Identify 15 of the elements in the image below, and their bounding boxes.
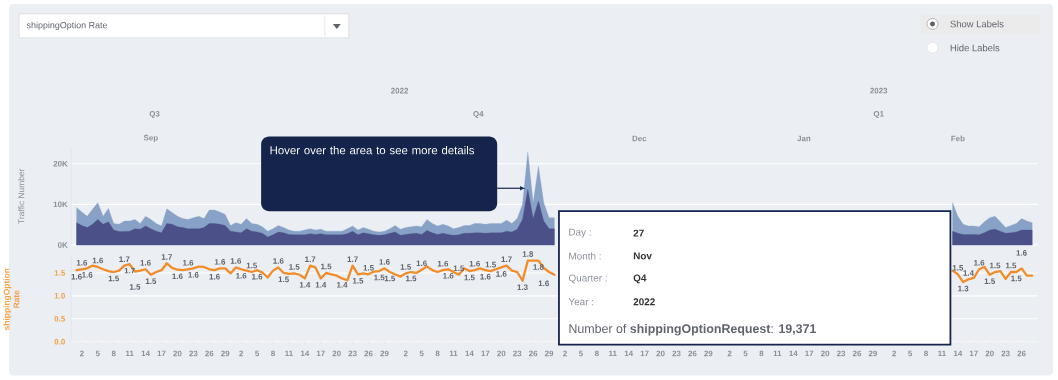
annotation: Hover over the area to see more details [270, 146, 475, 155]
annotation: 27 [633, 229, 644, 237]
annotation: Year : [568, 298, 594, 306]
annotation: Q4 [633, 274, 647, 284]
text: Show Labels [950, 20, 1004, 28]
y-axis-title: shippingOption Rate [3, 268, 20, 331]
annotation: Quarter : [568, 274, 607, 284]
annotation: 2022 [633, 298, 655, 306]
annotation: Month : [569, 252, 601, 260]
y-axis-title: Traffic Number [18, 168, 25, 224]
text: shippingOption Rate [26, 21, 108, 31]
annotation: Day : [569, 228, 591, 238]
annotation: Nov [633, 252, 652, 260]
annotation: Number of shippingOptionRequest: 19,371 [569, 324, 817, 336]
text: Hide Labels [950, 44, 1000, 52]
